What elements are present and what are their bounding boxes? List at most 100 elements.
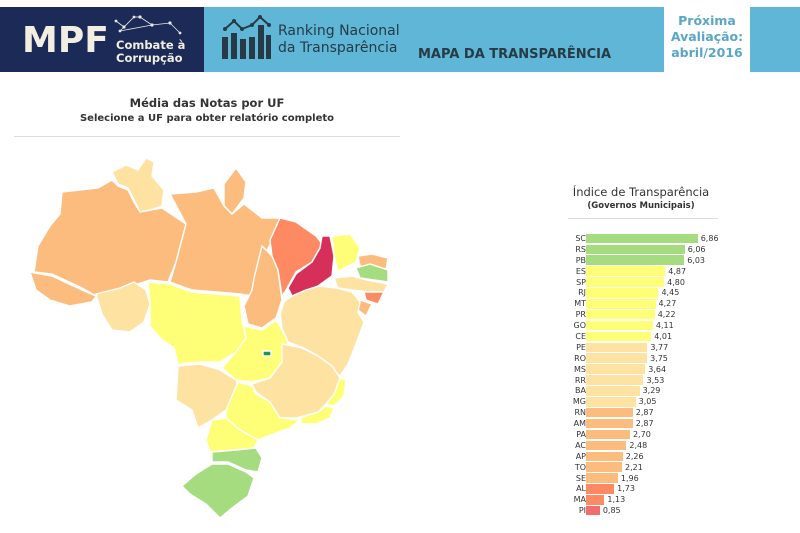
chart-subtitle: (Governos Municipais)	[587, 201, 695, 211]
state-ro[interactable]	[95, 281, 151, 333]
bar-fill[interactable]	[586, 418, 633, 429]
bar-fill[interactable]	[586, 407, 633, 418]
bar-label: PA	[576, 429, 586, 439]
bar-row[interactable]: PE 3,77	[562, 342, 762, 353]
bar-row[interactable]: AM 2,87	[562, 418, 762, 429]
bar-fill[interactable]	[586, 320, 653, 331]
header-banner: MPF Combate à Corrupção Ranking Nacional…	[0, 7, 800, 72]
bar-fill[interactable]	[586, 309, 655, 320]
bar-label: PE	[576, 342, 586, 352]
bar-fill[interactable]	[586, 386, 640, 396]
bar-row[interactable]: AC 2,48	[562, 440, 762, 451]
bar-row[interactable]: ES 4,87	[562, 266, 762, 277]
bar-fill[interactable]	[586, 429, 630, 440]
bar-fill[interactable]	[586, 244, 685, 255]
bar-fill[interactable]	[586, 233, 698, 244]
bar-row[interactable]: PR 4,22	[562, 309, 762, 320]
bar-fill[interactable]	[586, 484, 615, 494]
bar-label: MG	[572, 397, 586, 407]
bar-row[interactable]: AL 1,73	[562, 483, 762, 494]
bar-row[interactable]: MA 1,13	[562, 494, 762, 505]
bar-fill[interactable]	[586, 266, 666, 276]
state-al[interactable]	[363, 291, 386, 305]
bar-row[interactable]: RJ 4,45	[562, 287, 762, 298]
bar-fill[interactable]	[586, 462, 622, 472]
transparency-bar-chart: SC 6,86 RS 6,06 PB 6,03 ES 4,87 SP 4,80 RJ 4,45 MT 4,…	[562, 233, 762, 516]
bar-label: AC	[575, 440, 586, 450]
bar-row[interactable]: MT 4,27	[562, 298, 762, 309]
state-sc[interactable]	[211, 447, 263, 473]
chart-title: Índice de Transparência	[572, 185, 710, 199]
bar-value: 2,87	[635, 408, 654, 418]
bar-row[interactable]: RO 3,75	[562, 353, 762, 364]
bar-value: 1,13	[607, 495, 626, 505]
bar-row[interactable]: RS 6,06	[562, 244, 762, 255]
state-es[interactable]	[324, 377, 347, 407]
ranking-block: Ranking Nacional da Transparência MAPA D…	[204, 7, 664, 72]
state-rr[interactable]	[111, 157, 165, 213]
bar-fill[interactable]	[586, 288, 659, 298]
bar-row[interactable]: SC 6,86	[562, 233, 762, 244]
map-title: Média das Notas por UF	[129, 96, 285, 110]
bar-fill[interactable]	[586, 440, 627, 451]
bar-fill[interactable]	[586, 495, 605, 505]
mpf-logo-block[interactable]: MPF Combate à Corrupção	[0, 7, 204, 72]
bar-fill[interactable]	[586, 451, 623, 461]
state-ba[interactable]	[279, 285, 365, 378]
bar-label: SP	[576, 277, 586, 287]
bar-value: 2,48	[629, 440, 648, 450]
bar-row[interactable]: RN 2,87	[562, 407, 762, 418]
bar-label: MS	[574, 364, 586, 374]
bar-label: AM	[573, 419, 586, 429]
state-ac[interactable]	[28, 271, 98, 307]
bar-fill[interactable]	[586, 375, 644, 385]
bar-fill[interactable]	[586, 331, 652, 342]
state-ma[interactable]	[269, 217, 323, 298]
bar-row[interactable]: PA 2,70	[562, 429, 762, 440]
state-mg[interactable]	[251, 343, 341, 419]
bar-row[interactable]: SP 4,80	[562, 277, 762, 288]
constellation-icon	[114, 15, 182, 35]
bar-value: 2,21	[624, 462, 643, 472]
bar-fill[interactable]	[586, 505, 600, 516]
bar-row[interactable]: PI 0,85	[562, 505, 762, 516]
bar-row[interactable]: PB 6,03	[562, 255, 762, 266]
next-eval-date: abril/2016	[671, 45, 743, 60]
state-mt[interactable]	[147, 281, 247, 365]
state-ce[interactable]	[331, 233, 361, 274]
bar-row[interactable]: CE 4,01	[562, 331, 762, 342]
bar-row[interactable]: BA 3,29	[562, 385, 762, 396]
bar-row[interactable]: GO 4,11	[562, 320, 762, 331]
mpf-sub-line1: Combate à	[116, 38, 186, 52]
mpf-logo-text: MPF	[22, 20, 109, 61]
bar-label: PR	[575, 310, 586, 320]
bar-value: 4,45	[661, 288, 680, 298]
bar-value: 2,26	[625, 451, 644, 461]
bar-row[interactable]: SE 1,96	[562, 473, 762, 484]
state-rs[interactable]	[180, 463, 255, 519]
bar-row[interactable]: MS 3,64	[562, 364, 762, 375]
bar-label: MA	[573, 495, 586, 505]
state-am[interactable]	[33, 179, 187, 297]
bar-fill[interactable]	[586, 353, 648, 363]
bar-fill[interactable]	[586, 397, 636, 407]
bar-fill[interactable]	[586, 342, 648, 353]
bar-fill[interactable]	[586, 299, 656, 309]
bar-label: AL	[576, 484, 586, 494]
bar-value: 4,22	[657, 310, 676, 320]
bar-value: 4,87	[668, 266, 687, 276]
bar-fill[interactable]	[586, 473, 618, 483]
bar-fill[interactable]	[586, 255, 685, 265]
state-rj[interactable]	[299, 405, 335, 425]
bar-label: ES	[575, 266, 586, 276]
bar-value: 1,96	[620, 473, 639, 483]
bar-value: 4,27	[658, 299, 677, 309]
bar-row[interactable]: AP 2,26	[562, 451, 762, 462]
bar-row[interactable]: RR 3,53	[562, 375, 762, 386]
bar-fill[interactable]	[586, 277, 665, 287]
state-df[interactable]	[262, 350, 272, 357]
bar-fill[interactable]	[586, 364, 646, 374]
bar-row[interactable]: MG 3,05	[562, 396, 762, 407]
bar-row[interactable]: TO 2,21	[562, 462, 762, 473]
bar-chart-trend-icon	[222, 15, 271, 59]
